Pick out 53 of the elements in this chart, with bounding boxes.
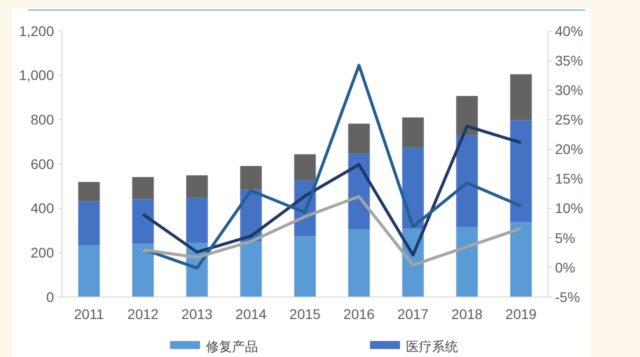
x-tick-label: 2016 [343, 306, 375, 322]
y2-tick-label: -5% [555, 288, 580, 305]
bar [78, 245, 100, 297]
line-series [142, 64, 522, 270]
y2-tick-label: 30% [555, 82, 584, 98]
bar [402, 148, 424, 229]
y2-tick-label: 40% [555, 22, 584, 39]
bar [78, 182, 100, 202]
bar [456, 226, 478, 297]
y2-tick-label: 25% [555, 112, 584, 128]
y2-tick-label: 15% [555, 170, 584, 187]
bar [186, 198, 208, 243]
y-tick-label: 600 [30, 156, 54, 172]
x-tick-label: 2015 [289, 306, 321, 322]
bar [132, 244, 154, 297]
bar [456, 96, 478, 136]
y-tick-label: 0 [46, 288, 54, 305]
x-tick-label: 2018 [451, 306, 483, 322]
legend-label: 医疗系统 [406, 338, 458, 354]
x-tick-label: 2014 [235, 306, 267, 322]
y-tick-label: 200 [30, 244, 54, 261]
y2-tick-label: 0% [555, 259, 576, 276]
y2-tick-label: 10% [555, 200, 584, 216]
x-tick-label: 2013 [181, 306, 213, 322]
y2-tick-label: 20% [555, 141, 584, 158]
bar [456, 135, 478, 227]
x-tick-label: 2017 [397, 306, 429, 322]
line-series [142, 195, 522, 267]
bar [510, 222, 532, 297]
y-tick-label: 400 [30, 200, 54, 216]
bar [240, 166, 262, 190]
bar [132, 177, 154, 200]
bar [348, 229, 370, 297]
bar [510, 120, 532, 222]
x-tick-label: 2012 [127, 306, 159, 322]
bar [510, 74, 532, 120]
y2-tick-label: 35% [555, 52, 584, 68]
bar [402, 117, 424, 148]
bar [294, 236, 316, 297]
bar [240, 242, 262, 297]
bar [294, 154, 316, 180]
line-series [142, 124, 522, 257]
y-tick-label: 800 [30, 112, 54, 128]
y-tick-label: 1,200 [18, 22, 54, 39]
bar [348, 124, 370, 154]
legend-label: 修复产品 [206, 338, 258, 354]
y-tick-label: 1,000 [18, 67, 54, 84]
bar [186, 175, 208, 198]
bar [78, 201, 100, 246]
bar [132, 199, 154, 244]
x-tick-label: 2011 [74, 306, 104, 322]
x-tick-label: 2019 [505, 306, 537, 322]
y2-tick-label: 5% [555, 230, 576, 246]
